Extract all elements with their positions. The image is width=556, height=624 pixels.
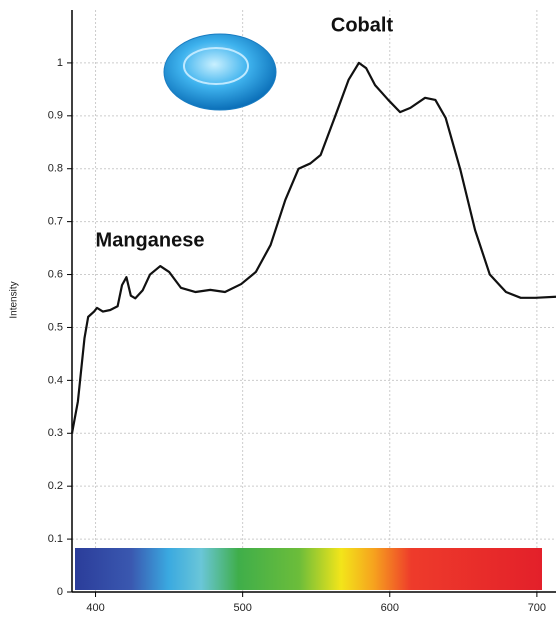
y-tick-label: 0.4 [48, 374, 63, 386]
y-tick-label: 1 [57, 57, 63, 69]
x-tick-label: 400 [86, 602, 104, 614]
y-axis-label: Intensity [9, 281, 20, 318]
annotation: Cobalt [331, 14, 394, 36]
x-tick-label: 500 [233, 602, 251, 614]
spectrum-bar [75, 548, 542, 590]
grid [72, 10, 556, 593]
y-tick-label: 0 [57, 586, 63, 598]
y-tick-label: 0.3 [48, 427, 63, 439]
y-tick-label: 0.1 [48, 533, 63, 545]
y-tick-label: 0.5 [48, 321, 63, 333]
x-tick-label: 700 [528, 602, 546, 614]
gem-facet [183, 47, 249, 85]
annotation: Manganese [96, 229, 205, 251]
x-tick-label: 600 [381, 602, 399, 614]
y-tick-label: 0.2 [48, 480, 63, 492]
gem-image [163, 33, 277, 111]
y-tick-label: 0.7 [48, 216, 63, 228]
y-tick-label: 0.8 [48, 163, 63, 175]
y-tick-label: 0.6 [48, 268, 63, 280]
y-tick-label: 0.9 [48, 110, 63, 122]
data-line [70, 61, 556, 434]
